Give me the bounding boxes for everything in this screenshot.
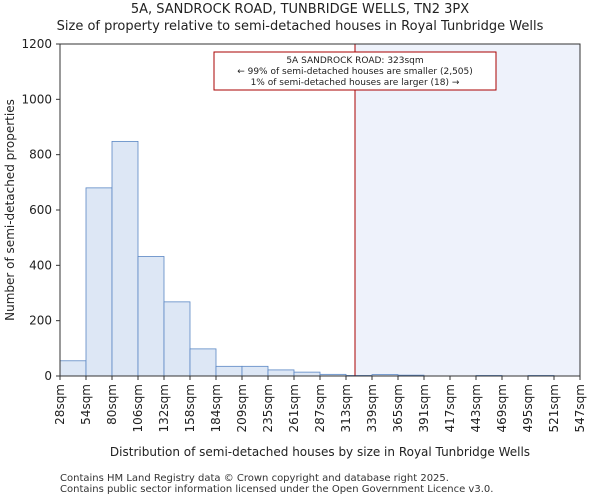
x-tick-label: 417sqm [443, 384, 457, 432]
annotation-line-1: 5A SANDROCK ROAD: 323sqm [286, 56, 423, 66]
bar-28sqm [59, 360, 87, 377]
bar-261sqm [293, 371, 321, 377]
x-tick-label: 443sqm [469, 384, 483, 432]
footer-copyright: Contains HM Land Registry data © Crown c… [60, 473, 449, 484]
x-tick-label: 391sqm [417, 384, 431, 432]
x-tick-label: 158sqm [183, 384, 197, 432]
x-tick-label: 235sqm [261, 384, 275, 432]
x-tick-label: 261sqm [287, 384, 301, 432]
larger-region-highlight [355, 44, 580, 376]
x-axis-ticks: 28sqm 54sqm 80sqm 106sqm 132sqm 158sqm 184sqm 2… [53, 376, 587, 432]
bar-80sqm [111, 140, 139, 377]
chart-subtitle: Size of property relative to semi-detach… [56, 19, 544, 34]
bar-158sqm [189, 348, 217, 377]
bar-106sqm [137, 256, 165, 377]
chart-title: 5A, SANDROCK ROAD, TUNBRIDGE WELLS, TN2 … [130, 2, 470, 17]
footer-licence: Contains public sector information licen… [60, 484, 494, 495]
bar-132sqm [163, 301, 191, 377]
y-tick-label: 600 [29, 203, 52, 217]
annotation-box: 5A SANDROCK ROAD: 323sqm ← 99% of semi-d… [213, 51, 497, 91]
x-tick-label: 209sqm [235, 384, 249, 432]
x-tick-label: 184sqm [209, 384, 223, 432]
x-tick-label: 287sqm [313, 384, 327, 432]
y-axis-ticks: 0 200 400 600 800 1000 1200 [21, 37, 60, 383]
bar-184sqm [215, 365, 243, 377]
x-tick-label: 28sqm [53, 384, 67, 425]
x-tick-label: 365sqm [391, 384, 405, 432]
x-tick-label: 80sqm [105, 384, 119, 425]
y-tick-label: 200 [29, 314, 52, 328]
bar-209sqm [241, 365, 269, 377]
x-tick-label: 339sqm [365, 384, 379, 432]
y-tick-label: 800 [29, 148, 52, 162]
x-tick-label: 313sqm [339, 384, 353, 432]
x-tick-label: 54sqm [79, 384, 93, 425]
annotation-line-2: ← 99% of semi-detached houses are smalle… [237, 67, 473, 77]
x-tick-label: 469sqm [495, 384, 509, 432]
x-tick-label: 521sqm [547, 384, 561, 432]
x-tick-label: 106sqm [131, 384, 145, 432]
y-axis-label: Number of semi-detached properties [3, 99, 17, 321]
x-tick-label: 495sqm [521, 384, 535, 432]
x-tick-label: 132sqm [157, 384, 171, 432]
y-tick-label: 400 [29, 258, 52, 272]
bar-54sqm [85, 187, 113, 377]
x-tick-label: 547sqm [573, 384, 587, 432]
y-tick-label: 0 [44, 369, 52, 383]
x-axis-label: Distribution of semi-detached houses by … [110, 445, 530, 459]
y-tick-label: 1000 [21, 92, 52, 106]
bar-235sqm [267, 369, 295, 377]
annotation-line-3: 1% of semi-detached houses are larger (1… [251, 78, 460, 88]
bars-group [59, 140, 555, 377]
y-tick-label: 1200 [21, 37, 52, 51]
plot-frame [59, 43, 581, 377]
